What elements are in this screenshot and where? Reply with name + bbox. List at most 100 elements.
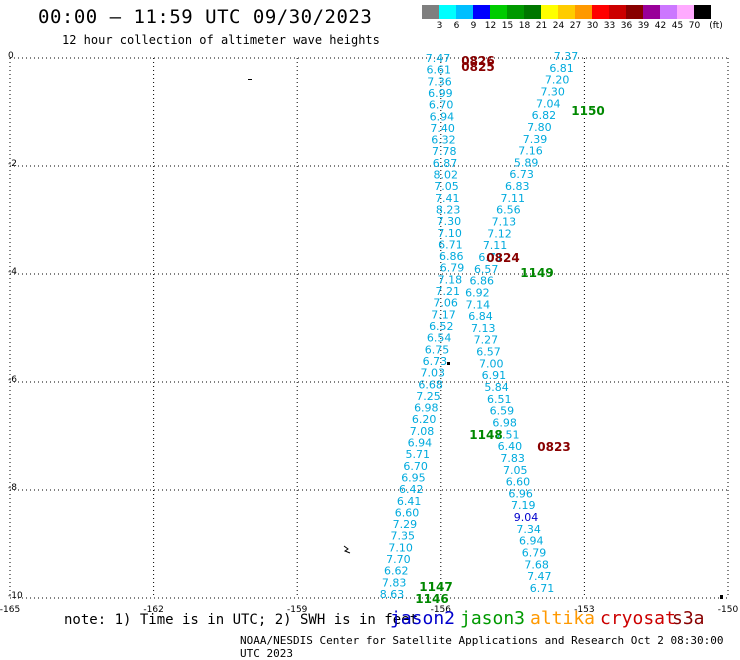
wave-height-label: 6.86: [439, 250, 464, 263]
satellite-name: jason2: [390, 608, 456, 629]
wave-height-label: 7.10: [388, 541, 413, 554]
legend-swatch: [558, 5, 575, 19]
wave-height-label: 6.94: [430, 110, 455, 123]
legend-swatch: [660, 5, 677, 19]
satellite-name: altika: [530, 608, 596, 629]
legend-label: 24: [552, 21, 565, 31]
wave-height-label: 7.11: [483, 239, 508, 252]
satellite-tracks: 7.476.617.366.996.706.947.406.327.786.87…: [380, 50, 579, 601]
lat-tick-label: -8: [8, 483, 17, 493]
legend-swatch: [422, 5, 439, 19]
legend-label: 18: [518, 21, 531, 31]
wave-height-label: 7.13: [492, 216, 517, 229]
legend-swatch: [490, 5, 507, 19]
wave-height-label: 6.20: [412, 413, 437, 426]
page-title: 00:00 – 11:59 UTC 09/30/2023: [38, 6, 373, 28]
wave-height-label: 5.89: [514, 156, 539, 169]
wave-height-label: 6.57: [474, 263, 499, 276]
wave-height-label: 6.75: [425, 343, 450, 356]
coastline-features: [248, 79, 723, 599]
wave-height-label: 6.57: [476, 346, 501, 359]
lon-tick-label: -150: [718, 605, 739, 615]
wave-height-label: 6.62: [384, 565, 409, 578]
wave-height-label: 7.08: [410, 425, 435, 438]
lon-tick-label: -159: [287, 605, 308, 615]
legend-label: 6: [453, 21, 460, 31]
wave-height-label: 7.11: [501, 192, 526, 205]
wave-height-label: 7.00: [479, 357, 504, 370]
legend-label: 3: [436, 21, 443, 31]
track-time-label: 0826: [461, 54, 494, 68]
track-time-label: 0824: [486, 251, 519, 265]
wave-height-label: 6.82: [532, 109, 557, 122]
legend-label: 21: [535, 21, 548, 31]
track-time-label: 1146: [415, 592, 448, 606]
wave-height-label: 7.21: [436, 285, 461, 298]
wave-height-label: 6.73: [509, 168, 534, 181]
legend-swatch: [609, 5, 626, 19]
wave-height-label: 7.20: [545, 74, 570, 87]
track-time-label: 0825: [461, 60, 494, 74]
legend-label: 42: [654, 21, 667, 31]
wave-height-label: 7.14: [466, 298, 491, 311]
wave-height-label: 7.36: [427, 75, 452, 88]
lon-tick-label: -153: [574, 605, 594, 615]
wave-height-label: 6.71: [478, 251, 503, 264]
wave-height-label: 7.18: [438, 273, 463, 286]
lon-tick-label: -162: [143, 605, 163, 615]
lat-tick-label: -10: [8, 591, 23, 601]
track-time-label: 1150: [571, 104, 604, 118]
wave-height-label: 7.37: [554, 50, 579, 63]
wave-height-label: 7.06: [433, 297, 458, 310]
wave-height-label: 6.94: [408, 437, 433, 450]
wave-height-label: 7.68: [524, 558, 549, 571]
wave-height-label: 7.47: [426, 52, 451, 65]
lon-tick-label: -156: [431, 605, 452, 615]
wave-height-label: 7.39: [523, 133, 548, 146]
legend-swatch: [626, 5, 643, 19]
legend-swatch: [643, 5, 660, 19]
island-marker: [248, 79, 252, 80]
wave-height-label: 7.47: [527, 570, 552, 583]
island-marker: [720, 595, 723, 599]
wave-height-label: 5.84: [484, 381, 509, 394]
wave-height-label: 6.79: [440, 262, 465, 275]
legend-unit: (ft): [709, 21, 723, 31]
wave-height-label: 6.60: [395, 506, 420, 519]
wave-height-label: 7.13: [471, 322, 496, 335]
legend-swatch: [456, 5, 473, 19]
wave-height-label: 6.52: [429, 320, 454, 333]
wave-height-label: 7.12: [487, 227, 512, 240]
wave-height-label: 6.99: [428, 87, 453, 100]
legend-label: 12: [484, 21, 497, 31]
satellite-name: s3a: [672, 608, 705, 629]
lat-tick-label: -4: [8, 267, 17, 277]
wave-height-label: 6.59: [490, 405, 515, 418]
wave-height-label: 6.73: [423, 355, 448, 368]
legend-label: 36: [620, 21, 633, 31]
legend-label: 39: [637, 21, 650, 31]
wave-height-label: 7.30: [437, 215, 462, 228]
wave-height-label: 6.94: [519, 535, 544, 548]
legend-swatch: [524, 5, 541, 19]
wave-height-label: 6.32: [431, 134, 456, 147]
map-grid: [9, 57, 729, 599]
page-subtitle: 12 hour collection of altimeter wave hei…: [62, 33, 380, 47]
lon-tick-label: -165: [0, 605, 20, 615]
wave-height-label: 7.30: [540, 85, 565, 98]
wave-height-label: 6.84: [468, 310, 493, 323]
lat-tick-label: 0: [8, 51, 14, 61]
wave-height-label: 7.51: [495, 428, 520, 441]
legend-label: 45: [671, 21, 684, 31]
wave-height-label: 6.87: [433, 157, 458, 170]
lat-tick-label: -6: [8, 375, 17, 385]
wave-height-label: 6.54: [427, 332, 452, 345]
wave-height-label: 7.29: [393, 518, 418, 531]
wave-height-label: 7.04: [536, 97, 561, 110]
track-time-label: 1148: [469, 428, 502, 442]
track-time-label: 1147: [419, 580, 452, 594]
legend-label: 27: [569, 21, 582, 31]
footer-note: note: 1) Time is in UTC; 2) SWH is in fe…: [64, 612, 419, 628]
